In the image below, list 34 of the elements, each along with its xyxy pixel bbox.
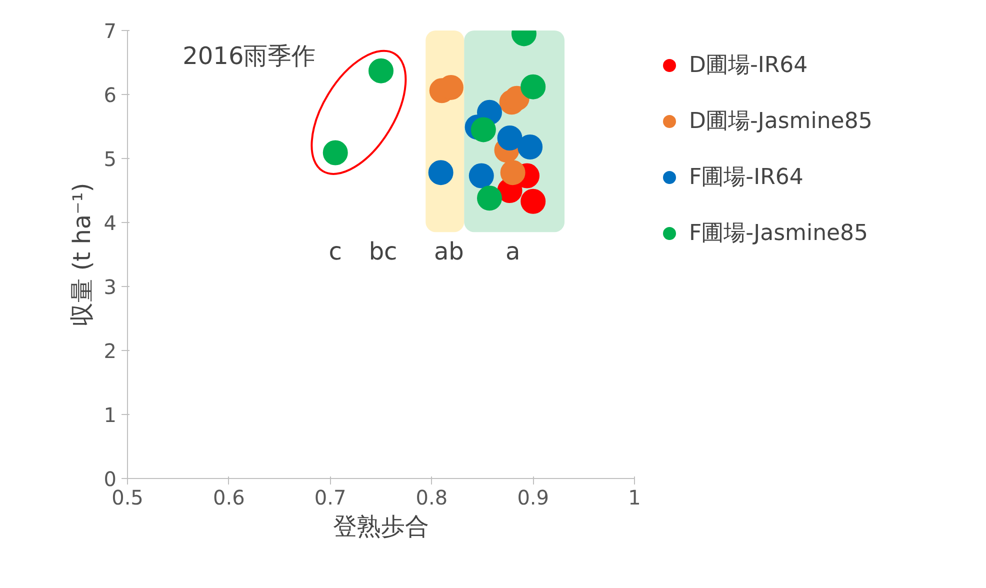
point bbox=[518, 134, 543, 160]
x-tick-label: 0.7 bbox=[314, 486, 346, 510]
y-tick-label: 1 bbox=[104, 403, 117, 427]
legend-label: F圃場-IR64 bbox=[689, 164, 804, 192]
y-tick-label: 6 bbox=[104, 83, 117, 107]
x-axis-title: 登熟歩合 bbox=[333, 512, 429, 540]
legend-label: D圃場-IR64 bbox=[689, 52, 808, 80]
x-tick-label: 1 bbox=[628, 486, 641, 510]
x-tick-label: 0.6 bbox=[212, 486, 245, 510]
annotation: 2016雨季作 bbox=[182, 42, 316, 70]
point bbox=[500, 160, 526, 186]
point bbox=[497, 126, 522, 150]
point bbox=[322, 140, 348, 166]
y-tick-label: 3 bbox=[104, 275, 117, 299]
y-tick-label: 7 bbox=[104, 19, 117, 43]
point bbox=[428, 160, 454, 186]
y-axis-title: 収量 (t ha⁻¹) bbox=[68, 182, 96, 326]
point bbox=[477, 186, 502, 211]
annotation: ab bbox=[434, 237, 464, 266]
point bbox=[368, 58, 394, 84]
point bbox=[470, 117, 496, 142]
annotation: bc bbox=[368, 237, 398, 266]
y-tick-label: 2 bbox=[104, 339, 117, 363]
legend-label: F圃場-Jasmine85 bbox=[689, 220, 868, 248]
point bbox=[468, 163, 494, 188]
annotation: a bbox=[505, 237, 520, 266]
y-tick-label: 5 bbox=[104, 147, 117, 171]
legend-label: D圃場-Jasmine85 bbox=[689, 108, 872, 136]
x-tick-label: 0.9 bbox=[517, 486, 550, 510]
point bbox=[520, 74, 546, 100]
x-tick-label: 0.8 bbox=[416, 486, 448, 510]
point bbox=[520, 188, 546, 214]
annotation: c bbox=[328, 237, 342, 266]
y-tick-label: 4 bbox=[104, 211, 117, 235]
